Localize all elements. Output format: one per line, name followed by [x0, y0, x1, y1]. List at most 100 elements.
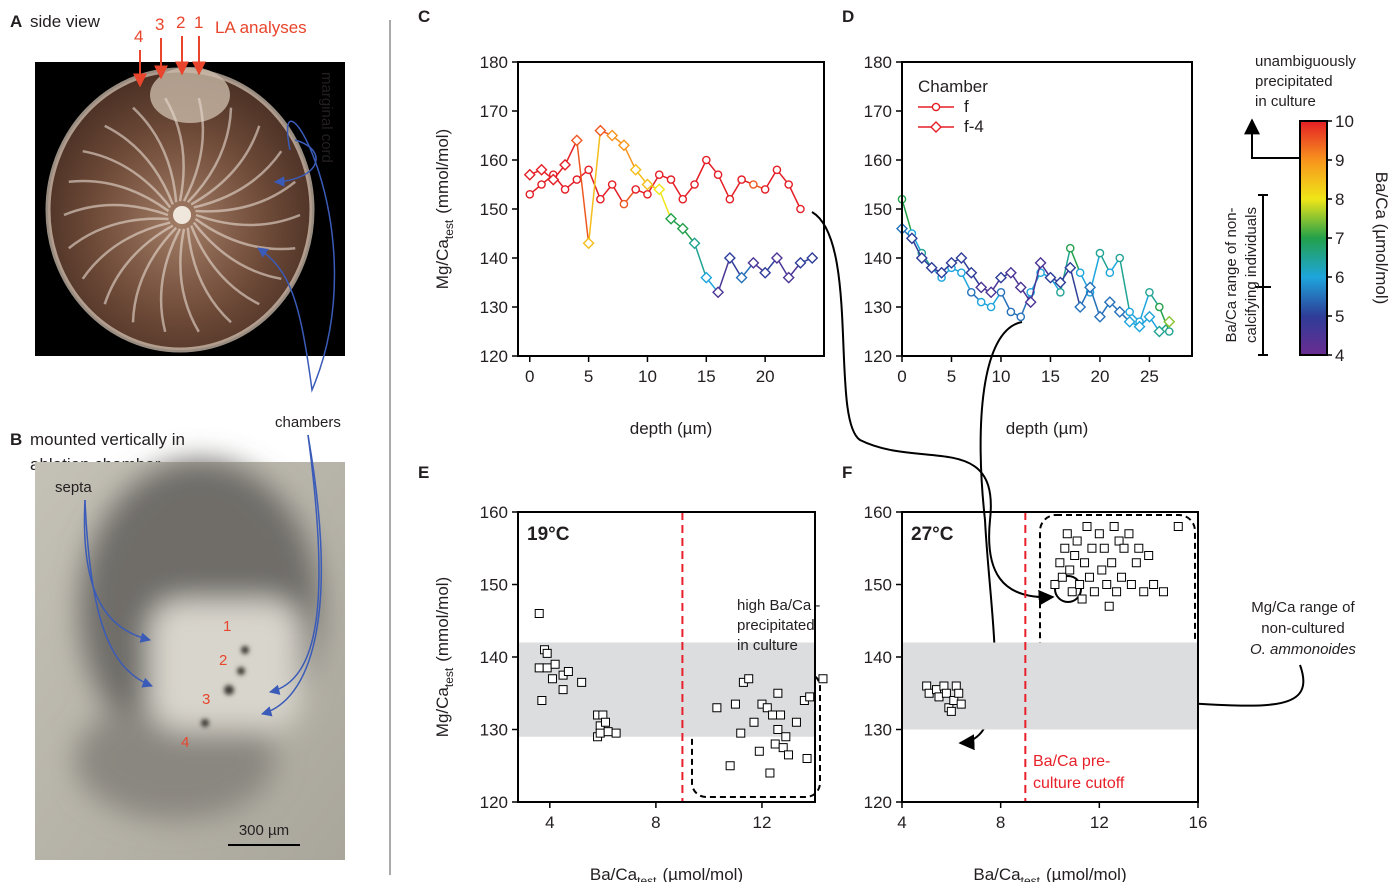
marker: [572, 175, 582, 184]
x-tick-label: 4: [897, 813, 906, 832]
marker: [1093, 310, 1106, 323]
marker: [1115, 253, 1125, 263]
marker: [781, 732, 791, 742]
marker: [1097, 565, 1107, 575]
line-segment: [693, 243, 708, 278]
marker: [1056, 287, 1065, 297]
annotation: non-cultured: [1261, 620, 1344, 637]
marker: [1164, 327, 1174, 336]
marker: [1060, 543, 1070, 553]
plot-frame: [517, 511, 816, 803]
marker: [1067, 587, 1077, 597]
colorbar-tick-label: 8: [1335, 190, 1344, 209]
marker: [806, 252, 819, 264]
marker: [550, 659, 560, 669]
marker: [1065, 243, 1075, 253]
marker: [560, 185, 570, 194]
septum: [63, 203, 169, 217]
septa-lines: [63, 97, 301, 333]
marker: [1149, 580, 1159, 589]
marker: [641, 178, 654, 191]
line-segment: [1069, 267, 1081, 308]
septum: [186, 107, 233, 204]
marker: [1134, 543, 1144, 553]
septum: [182, 97, 205, 202]
marker: [975, 281, 988, 294]
marker: [1131, 558, 1141, 568]
annotation: unambiguously: [1255, 53, 1356, 70]
marker: [784, 180, 793, 189]
legend-label: f-4: [964, 117, 984, 136]
marker: [535, 163, 548, 176]
x-tick-label: 20: [756, 367, 775, 386]
marker: [1080, 558, 1090, 568]
marker: [1034, 256, 1047, 269]
marker: [723, 252, 736, 264]
marker: [957, 268, 966, 278]
marker: [954, 688, 964, 698]
marker: [941, 688, 951, 698]
marker: [1070, 551, 1080, 560]
line-segment: [1020, 292, 1032, 318]
colorbar-tick-label: 9: [1335, 151, 1344, 170]
marker: [702, 155, 711, 165]
marker: [1103, 296, 1116, 309]
plot-frame: [517, 61, 825, 357]
legend-marker: [931, 102, 941, 112]
marker: [596, 194, 605, 204]
marker: [619, 199, 629, 209]
marker: [607, 180, 617, 189]
y-tick-label: 130: [480, 721, 508, 740]
line-segment: [658, 189, 672, 220]
colorbar-label: Ba/Ca (µmol/mol): [1372, 172, 1391, 305]
axis-label-main: Mg/Ca: [433, 239, 452, 290]
line-segment: [1069, 247, 1081, 273]
y-tick-label: 160: [864, 503, 892, 522]
axis-label-main: Mg/Ca: [433, 687, 452, 738]
y-tick-label: 140: [864, 648, 892, 667]
marker: [1133, 320, 1146, 333]
septum: [159, 228, 182, 333]
y-tick-label: 120: [480, 347, 508, 366]
line-segment: [623, 144, 637, 171]
marker: [690, 180, 699, 189]
marker: [1055, 558, 1065, 568]
septum: [192, 221, 282, 281]
legend-label: f: [964, 97, 969, 116]
marker: [1044, 271, 1057, 284]
marker: [547, 674, 557, 684]
panel-letter: B: [10, 430, 22, 449]
spot-label: 3: [202, 691, 210, 708]
line-segment: [1158, 306, 1170, 332]
la-arrows: [133, 36, 206, 88]
dashed-box: [1039, 514, 1196, 661]
marker: [643, 189, 652, 199]
marker: [754, 746, 764, 756]
marker: [994, 271, 1007, 284]
marker: [559, 158, 572, 171]
marker: [1126, 580, 1136, 589]
line-segment: [587, 130, 602, 244]
marker: [1016, 312, 1026, 322]
annotation: culture cutoff: [1033, 775, 1125, 792]
la-label: 1: [194, 13, 203, 32]
x-tick-label: 12: [753, 813, 772, 832]
marker: [773, 688, 783, 698]
marker: [603, 727, 613, 737]
marker: [749, 180, 758, 189]
marker: [915, 252, 928, 264]
x-tick-label: 12: [1090, 813, 1109, 832]
colorbar-tick-label: 5: [1335, 307, 1344, 326]
marker: [925, 261, 938, 274]
marker: [818, 674, 828, 684]
legend-title: Chamber: [918, 77, 988, 96]
spot-label: 2: [219, 652, 227, 669]
y-tick-label: 120: [480, 793, 508, 812]
y-tick-label: 130: [864, 298, 892, 317]
marker: [749, 717, 759, 727]
y-tick-label: 140: [480, 648, 508, 667]
colorbar: [1299, 120, 1328, 356]
marker: [542, 648, 552, 658]
marker: [976, 297, 986, 307]
